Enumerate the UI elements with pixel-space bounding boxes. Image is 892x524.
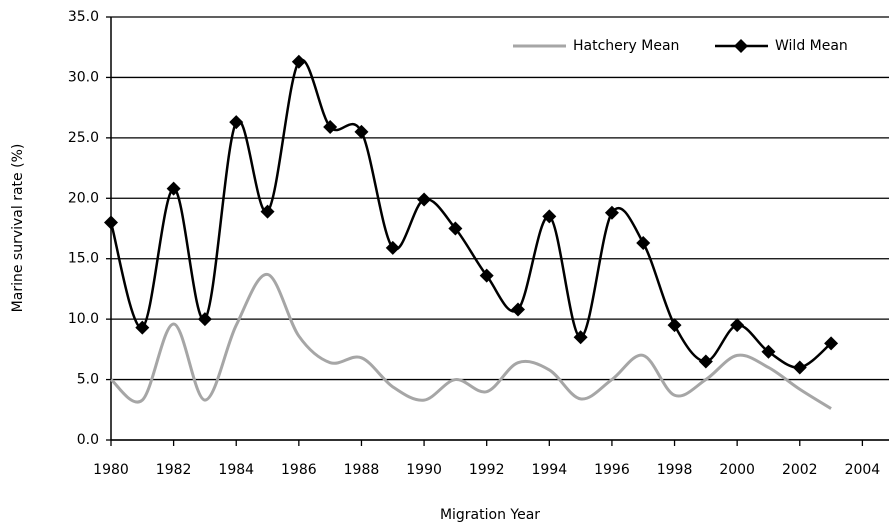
x-tick-label: 1986 xyxy=(281,462,317,478)
marker xyxy=(166,181,181,196)
legend-marker xyxy=(734,39,748,53)
x-tick-label: 1982 xyxy=(156,462,192,478)
marker xyxy=(792,360,807,375)
y-tick-label: 0.0 xyxy=(77,432,99,448)
marker xyxy=(636,236,651,251)
marker xyxy=(824,336,839,351)
marker xyxy=(323,119,338,134)
y-tick-label: 30.0 xyxy=(68,69,99,85)
x-tick-label: 2004 xyxy=(845,462,881,478)
y-tick-label: 25.0 xyxy=(68,130,99,146)
y-tick-label: 10.0 xyxy=(68,311,99,327)
marker xyxy=(761,344,776,359)
x-tick-label: 1988 xyxy=(344,462,380,478)
x-tick-label: 1998 xyxy=(657,462,693,478)
x-tick-label: 1990 xyxy=(406,462,442,478)
x-tick-label: 1994 xyxy=(531,462,567,478)
marker xyxy=(479,268,494,283)
marker xyxy=(573,330,588,345)
legend-label: Hatchery Mean xyxy=(573,38,679,54)
marker xyxy=(448,221,463,236)
marker xyxy=(511,302,526,317)
marker xyxy=(197,312,212,327)
x-tick-label: 2000 xyxy=(719,462,755,478)
legend-label: Wild Mean xyxy=(775,38,848,54)
x-tick-label: 1996 xyxy=(594,462,630,478)
y-tick-label: 15.0 xyxy=(68,251,99,267)
marker xyxy=(542,209,557,224)
x-tick-label: 2002 xyxy=(782,462,818,478)
marker xyxy=(730,318,745,333)
y-axis-label: Marine survival rate (%) xyxy=(10,144,26,313)
marker xyxy=(354,124,369,139)
marker xyxy=(604,205,619,220)
x-tick-label: 1980 xyxy=(93,462,129,478)
marker xyxy=(260,204,275,219)
y-tick-label: 35.0 xyxy=(68,9,99,25)
marker xyxy=(698,354,713,369)
x-axis-label: Migration Year xyxy=(440,507,540,523)
marker xyxy=(667,318,682,333)
marker xyxy=(417,192,432,207)
x-tick-label: 1992 xyxy=(469,462,505,478)
marker xyxy=(291,54,306,69)
marker xyxy=(229,115,244,130)
y-tick-label: 5.0 xyxy=(77,372,99,388)
marker xyxy=(385,240,400,255)
x-tick-label: 1984 xyxy=(218,462,254,478)
y-tick-label: 20.0 xyxy=(68,190,99,206)
marker xyxy=(104,215,118,230)
series-line xyxy=(109,58,832,369)
marker xyxy=(135,320,150,335)
series-line xyxy=(109,272,832,410)
